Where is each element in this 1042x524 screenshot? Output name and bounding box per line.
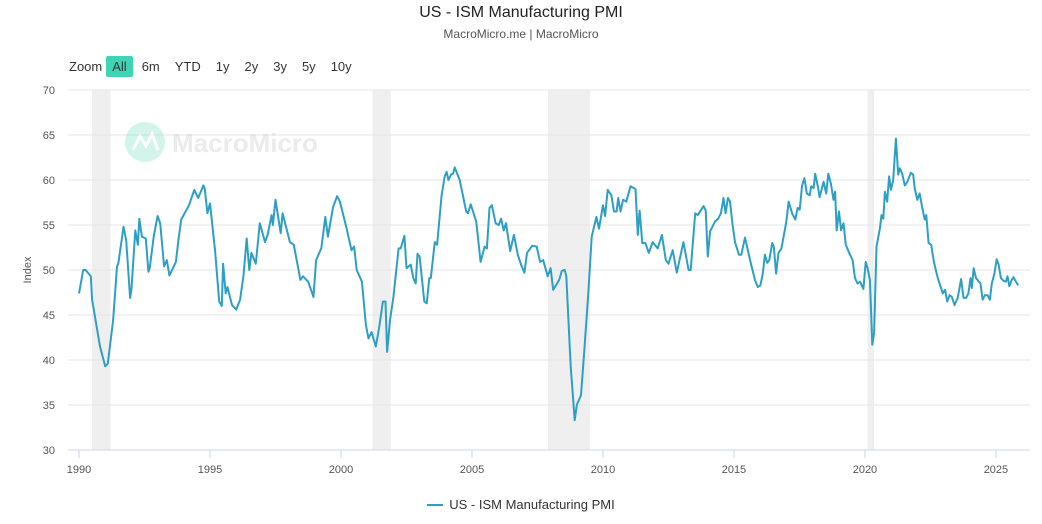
zoom-all-button[interactable]: All xyxy=(106,56,133,77)
y-tick-label: 65 xyxy=(43,130,55,142)
zoom-selector: Zoom All 6m YTD 1y 2y 3y 5y 10y xyxy=(69,56,361,77)
x-tick-label: 1995 xyxy=(198,464,222,476)
series-line-ism-pmi xyxy=(78,137,1020,422)
zoom-2y-button[interactable]: 2y xyxy=(244,59,259,74)
y-axis-title: Index xyxy=(22,256,34,283)
x-tick-label: 2005 xyxy=(460,464,484,476)
zoom-1y-button[interactable]: 1y xyxy=(215,59,230,74)
zoom-ytd-button[interactable]: YTD xyxy=(174,59,201,74)
zoom-6m-button[interactable]: 6m xyxy=(141,59,160,74)
watermark-text: MacroMicro xyxy=(172,128,318,158)
zoom-3y-button[interactable]: 3y xyxy=(273,59,287,74)
x-tick-label: 2015 xyxy=(722,464,746,476)
x-tick-label: 2000 xyxy=(329,464,353,476)
legend-line-icon xyxy=(427,503,444,506)
x-tick-label: 1990 xyxy=(67,464,91,476)
y-tick-label: 45 xyxy=(43,310,55,322)
zoom-label: Zoom xyxy=(69,59,103,74)
y-tick-label: 30 xyxy=(43,445,55,457)
chart-title: US - ISM Manufacturing PMI xyxy=(419,4,623,21)
y-tick-label: 50 xyxy=(43,265,55,277)
x-tick-label: 2010 xyxy=(591,464,615,476)
y-tick-label: 55 xyxy=(43,220,55,232)
y-tick-label: 70 xyxy=(43,85,55,97)
legend-label: US - ISM Manufacturing PMI xyxy=(449,497,615,512)
y-tick-label: 35 xyxy=(43,400,55,412)
chart-subtitle: MacroMicro.me | MacroMicro xyxy=(443,27,599,41)
zoom-5y-button[interactable]: 5y xyxy=(301,59,316,74)
zoom-10y-button[interactable]: 10y xyxy=(330,59,352,74)
x-tick-label: 2020 xyxy=(853,464,877,476)
y-tick-label: 40 xyxy=(43,355,55,367)
x-tick-label: 2025 xyxy=(984,464,1008,476)
legend[interactable]: US - ISM Manufacturing PMI xyxy=(0,497,1042,512)
watermark-logo: MacroMicro xyxy=(125,122,318,162)
y-tick-label: 60 xyxy=(43,175,55,187)
